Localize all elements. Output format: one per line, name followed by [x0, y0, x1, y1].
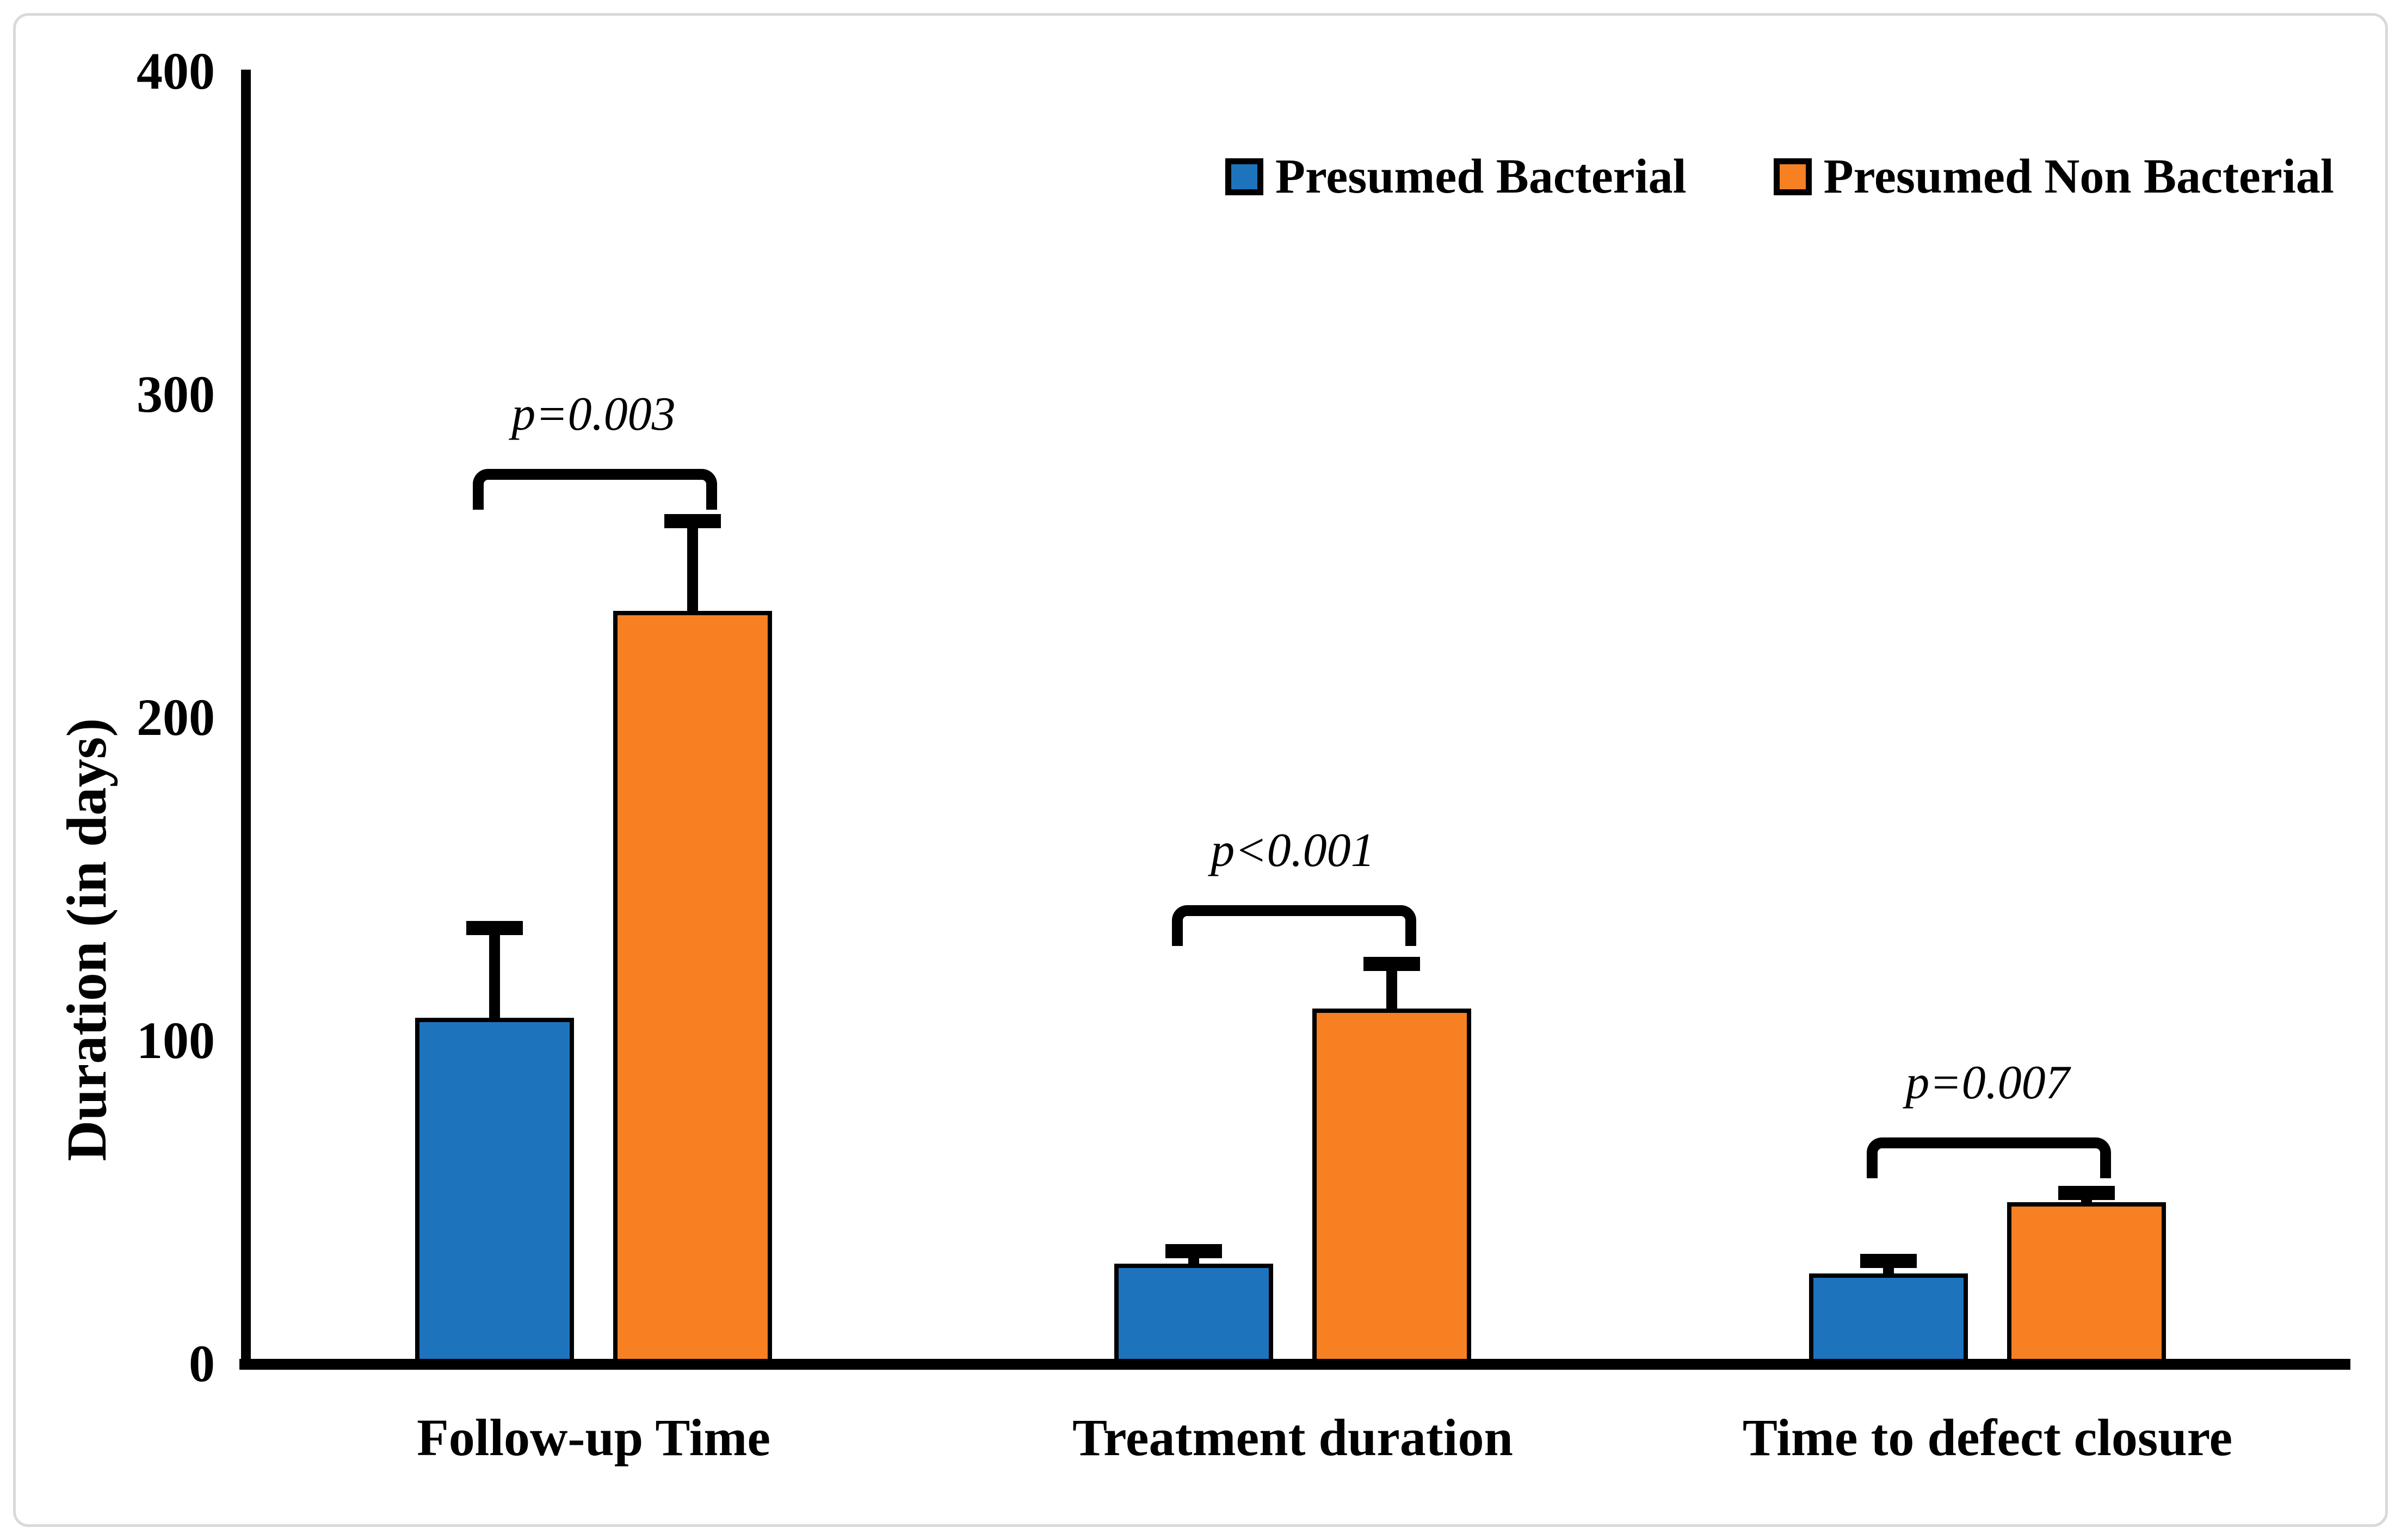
- y-tick-label: 200: [137, 688, 215, 746]
- x-category-label: Treatment duration: [1072, 1408, 1513, 1467]
- significance-bracket: [1172, 905, 1416, 946]
- error-bar-cap: [2058, 1186, 2115, 1200]
- legend-item: Presumed Non Bacterial: [1773, 150, 2334, 203]
- legend-label: Presumed Bacterial: [1275, 150, 1687, 203]
- p-value-label: p=0.003: [511, 388, 676, 441]
- error-bar-stem: [687, 519, 698, 615]
- bar-presumed-non-bacterial: [1312, 1009, 1471, 1364]
- y-axis-line: [241, 70, 251, 1363]
- bar-presumed-bacterial: [1809, 1273, 1968, 1364]
- error-bar-cap: [1363, 957, 1420, 971]
- p-value-label: p<0.001: [1211, 824, 1375, 877]
- p-value-label: p=0.007: [1905, 1056, 2070, 1109]
- legend-swatch-icon: [1225, 158, 1263, 195]
- x-category-label: Time to defect closure: [1742, 1408, 2233, 1467]
- legend: Presumed Bacterial Presumed Non Bacterial: [1225, 150, 2334, 203]
- legend-item: Presumed Bacterial: [1225, 150, 1687, 203]
- x-axis-line: [239, 1359, 2350, 1370]
- error-bar-stem: [489, 926, 500, 1022]
- significance-bracket: [1867, 1137, 2111, 1178]
- legend-label: Presumed Non Bacterial: [1823, 150, 2334, 203]
- legend-swatch-icon: [1773, 158, 1812, 195]
- error-bar-stem: [1386, 962, 1397, 1013]
- significance-bracket: [473, 469, 717, 510]
- bar-presumed-non-bacterial: [2007, 1202, 2166, 1364]
- bar-presumed-bacterial: [1114, 1264, 1273, 1364]
- error-bar-cap: [1165, 1244, 1222, 1258]
- x-category-label: Follow-up Time: [417, 1408, 770, 1467]
- error-bar-cap: [466, 921, 523, 935]
- error-bar-cap: [1860, 1254, 1917, 1268]
- y-axis-title: Duration (in days): [55, 718, 118, 1161]
- bar-presumed-non-bacterial: [613, 611, 772, 1364]
- error-bar-cap: [664, 514, 721, 528]
- y-tick-label: 0: [189, 1334, 215, 1393]
- y-tick-label: 400: [137, 42, 215, 100]
- y-tick-label: 300: [137, 365, 215, 423]
- figure-border: [13, 13, 2388, 1527]
- bar-presumed-bacterial: [415, 1018, 574, 1364]
- y-tick-label: 100: [137, 1011, 215, 1069]
